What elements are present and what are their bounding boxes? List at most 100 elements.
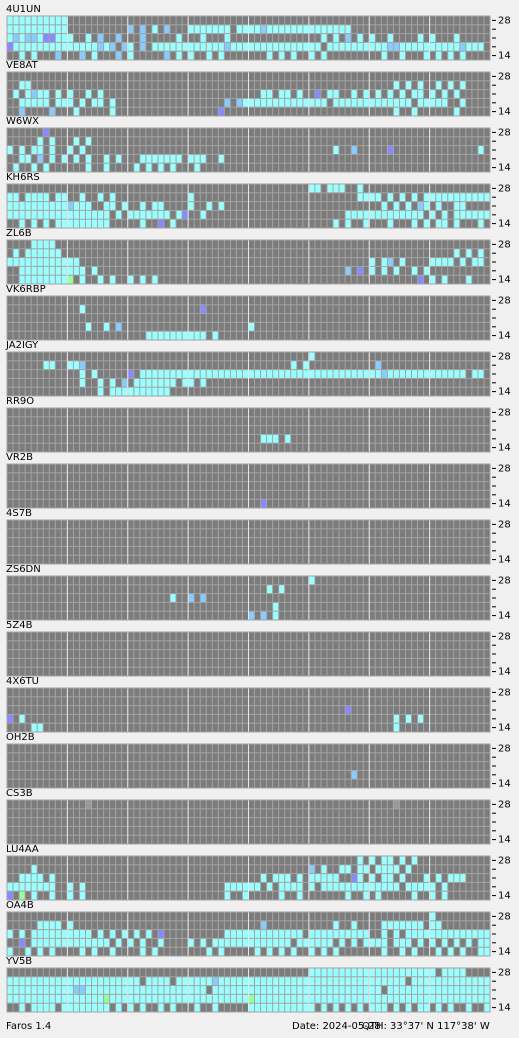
empty-cell bbox=[255, 210, 261, 219]
empty-cell bbox=[357, 499, 363, 508]
empty-cell bbox=[170, 202, 176, 210]
signal-cell bbox=[37, 266, 43, 275]
empty-cell bbox=[37, 314, 43, 322]
empty-cell bbox=[249, 128, 255, 137]
empty-cell bbox=[212, 499, 218, 508]
empty-cell bbox=[242, 16, 248, 25]
empty-cell bbox=[140, 314, 146, 322]
empty-cell bbox=[345, 490, 351, 499]
empty-cell bbox=[297, 434, 303, 443]
empty-cell bbox=[387, 482, 393, 490]
empty-cell bbox=[212, 546, 218, 555]
empty-cell bbox=[255, 667, 261, 676]
signal-cell bbox=[430, 258, 436, 266]
empty-cell bbox=[128, 296, 134, 305]
empty-cell bbox=[375, 499, 381, 508]
empty-cell bbox=[170, 585, 176, 594]
empty-cell bbox=[333, 128, 339, 137]
empty-cell bbox=[182, 426, 188, 434]
empty-cell bbox=[454, 296, 460, 305]
empty-cell bbox=[200, 163, 206, 172]
empty-cell bbox=[345, 585, 351, 594]
empty-cell bbox=[460, 658, 466, 667]
empty-cell bbox=[158, 602, 164, 611]
empty-cell bbox=[110, 72, 116, 81]
empty-cell bbox=[212, 90, 218, 98]
empty-cell bbox=[369, 426, 375, 434]
signal-cell bbox=[442, 90, 448, 98]
empty-cell bbox=[333, 602, 339, 611]
empty-cell bbox=[188, 434, 194, 443]
empty-cell bbox=[61, 650, 67, 658]
empty-cell bbox=[484, 473, 490, 482]
empty-cell bbox=[424, 602, 430, 611]
empty-cell bbox=[249, 275, 255, 284]
empty-cell bbox=[363, 51, 369, 60]
empty-cell bbox=[79, 658, 85, 667]
signal-cell bbox=[442, 219, 448, 228]
empty-cell bbox=[430, 499, 436, 508]
empty-cell bbox=[466, 370, 472, 378]
signal-cell bbox=[412, 107, 418, 116]
empty-cell bbox=[484, 417, 490, 426]
empty-cell bbox=[182, 473, 188, 482]
empty-cell bbox=[67, 426, 73, 434]
empty-cell bbox=[158, 499, 164, 508]
empty-cell bbox=[255, 249, 261, 258]
empty-cell bbox=[285, 378, 291, 387]
empty-cell bbox=[466, 658, 472, 667]
empty-cell bbox=[387, 81, 393, 90]
empty-cell bbox=[61, 641, 67, 650]
empty-cell bbox=[303, 352, 309, 361]
empty-cell bbox=[405, 16, 412, 25]
empty-cell bbox=[436, 576, 442, 585]
empty-cell bbox=[158, 81, 164, 90]
empty-cell bbox=[200, 137, 206, 146]
empty-cell bbox=[315, 305, 321, 314]
empty-cell bbox=[224, 426, 230, 434]
signal-cell bbox=[442, 275, 448, 284]
empty-cell bbox=[13, 529, 19, 538]
empty-cell bbox=[267, 387, 273, 396]
signal-cell bbox=[255, 98, 261, 107]
empty-cell bbox=[460, 107, 466, 116]
signal-cell bbox=[55, 42, 61, 51]
empty-cell bbox=[381, 72, 387, 81]
signal-cell bbox=[387, 219, 393, 228]
empty-cell bbox=[430, 520, 436, 529]
empty-cell bbox=[218, 443, 224, 452]
empty-cell bbox=[176, 219, 182, 228]
empty-cell bbox=[13, 667, 19, 676]
empty-cell bbox=[285, 331, 291, 340]
empty-cell bbox=[164, 490, 170, 499]
empty-cell bbox=[424, 529, 430, 538]
empty-cell bbox=[176, 107, 182, 116]
empty-cell bbox=[85, 611, 92, 620]
empty-cell bbox=[170, 667, 176, 676]
empty-cell bbox=[140, 546, 146, 555]
empty-cell bbox=[339, 296, 345, 305]
empty-cell bbox=[466, 650, 472, 658]
empty-cell bbox=[230, 314, 236, 322]
empty-cell bbox=[230, 464, 236, 473]
empty-cell bbox=[303, 34, 309, 42]
empty-cell bbox=[134, 146, 140, 154]
empty-cell bbox=[363, 154, 369, 163]
empty-cell bbox=[170, 482, 176, 490]
signal-cell bbox=[249, 98, 255, 107]
empty-cell bbox=[212, 275, 218, 284]
empty-cell bbox=[7, 387, 13, 396]
empty-cell bbox=[92, 520, 98, 529]
empty-cell bbox=[399, 464, 405, 473]
empty-cell bbox=[285, 387, 291, 396]
empty-cell bbox=[236, 529, 242, 538]
empty-cell bbox=[303, 51, 309, 60]
empty-cell bbox=[43, 658, 49, 667]
empty-cell bbox=[261, 520, 267, 529]
empty-cell bbox=[170, 658, 176, 667]
empty-cell bbox=[381, 378, 387, 387]
empty-cell bbox=[122, 417, 128, 426]
empty-cell bbox=[188, 128, 194, 137]
empty-cell bbox=[55, 72, 61, 81]
empty-cell bbox=[158, 352, 164, 361]
